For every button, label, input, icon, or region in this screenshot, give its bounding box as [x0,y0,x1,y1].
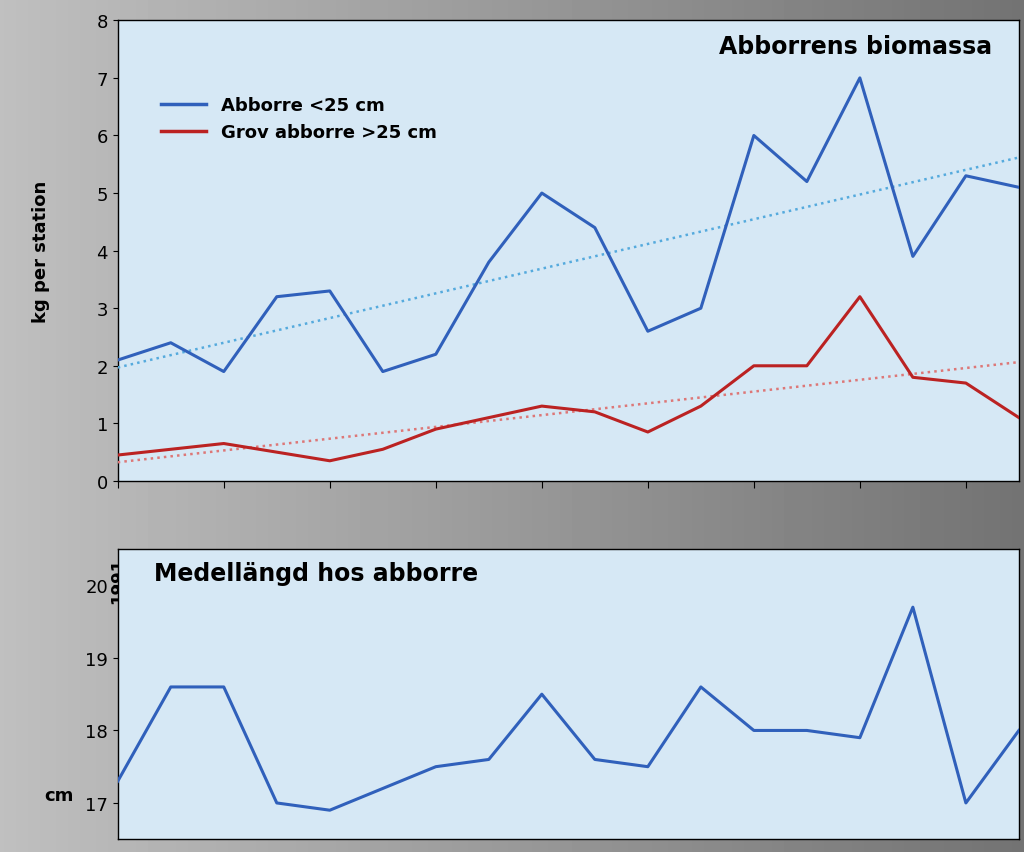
Text: Abborrens biomassa: Abborrens biomassa [719,35,992,59]
Y-axis label: kg per station: kg per station [32,181,50,322]
Grov abborre >25 cm [959,378,972,389]
Grov abborre >25 cm [642,428,654,438]
Abborre <25 cm [218,367,230,377]
Abborre <25 cm [801,177,813,187]
Abborre <25 cm [694,304,707,314]
Abborre <25 cm [536,189,548,199]
Grov abborre >25 cm [748,361,760,371]
Abborre <25 cm [112,355,124,366]
Line: Grov abborre >25 cm: Grov abborre >25 cm [118,297,1019,461]
Grov abborre >25 cm [430,424,442,435]
Grov abborre >25 cm [589,407,601,417]
Abborre <25 cm [165,338,177,348]
Abborre <25 cm [854,73,866,83]
Grov abborre >25 cm [482,413,495,423]
Abborre <25 cm [482,257,495,268]
Grov abborre >25 cm [1013,413,1024,423]
Grov abborre >25 cm [854,292,866,302]
Grov abborre >25 cm [801,361,813,371]
Abborre <25 cm [906,252,919,262]
Legend: Abborre <25 cm, Grov abborre >25 cm: Abborre <25 cm, Grov abborre >25 cm [154,90,443,150]
Grov abborre >25 cm [218,439,230,449]
Abborre <25 cm [589,223,601,233]
Grov abborre >25 cm [165,445,177,455]
Abborre <25 cm [642,326,654,337]
Grov abborre >25 cm [536,401,548,412]
Grov abborre >25 cm [112,451,124,461]
Abborre <25 cm [959,171,972,181]
Abborre <25 cm [270,292,283,302]
Text: Medellängd hos abborre: Medellängd hos abborre [154,561,478,585]
Abborre <25 cm [430,349,442,360]
Abborre <25 cm [324,286,336,296]
Abborre <25 cm [748,131,760,141]
Grov abborre >25 cm [694,401,707,412]
Grov abborre >25 cm [270,447,283,458]
Abborre <25 cm [1013,183,1024,193]
Grov abborre >25 cm [906,373,919,383]
Abborre <25 cm [377,367,389,377]
Line: Abborre <25 cm: Abborre <25 cm [118,78,1019,372]
Grov abborre >25 cm [324,456,336,466]
Grov abborre >25 cm [377,445,389,455]
Y-axis label: cm: cm [44,786,74,804]
